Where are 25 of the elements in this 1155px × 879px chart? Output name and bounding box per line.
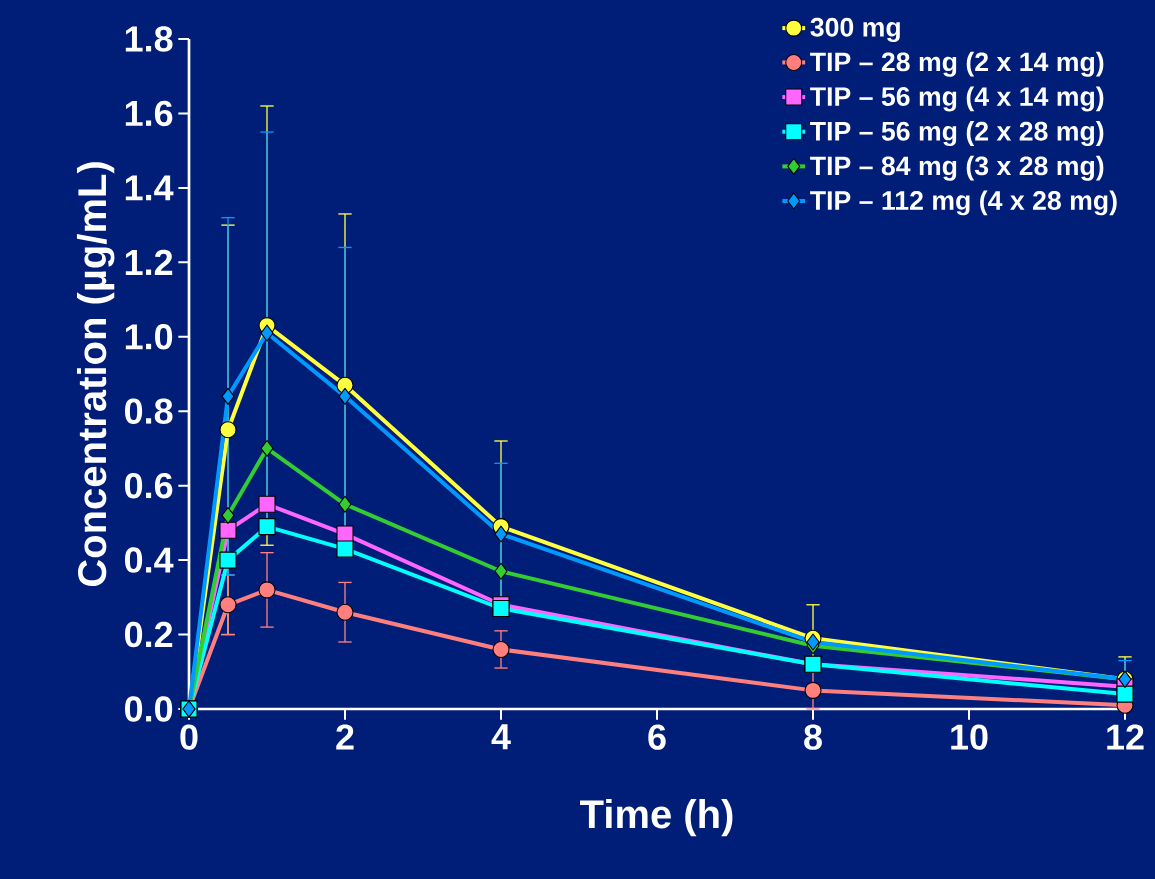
y-tick-label: 1.8 — [125, 26, 173, 52]
x-tick-label: 2 — [336, 724, 354, 750]
x-tick-label: 12 — [1107, 724, 1144, 750]
y-tick-label: 1.4 — [125, 175, 174, 201]
x-tick-label: 0 — [180, 724, 198, 750]
legend-label: TIP – 28 mg (2 x 14 mg) — [810, 51, 1104, 77]
legend-label: TIP – 56 mg (2 x 28 mg) — [810, 121, 1104, 147]
legend-label: TIP – 56 mg (4 x 14 mg) — [810, 86, 1104, 112]
y-tick-label: 0.2 — [125, 621, 173, 648]
y-tick-label: 0.6 — [125, 472, 173, 499]
x-tick-label: 10 — [951, 724, 988, 750]
x-tick-label: 6 — [648, 724, 666, 750]
y-tick-label: 1.0 — [125, 324, 173, 350]
legend-label: TIP – 112 mg (4 x 28 mg) — [810, 190, 1117, 216]
y-axis-title: Concentration (µg/mL) — [76, 162, 115, 587]
legend-label: 300 mg — [810, 17, 900, 43]
legend-label: TIP – 84 mg (3 x 28 mg) — [810, 155, 1104, 181]
x-tick-label: 4 — [491, 724, 511, 750]
y-tick-label: 1.6 — [125, 100, 173, 127]
x-axis-title: Time (h) — [580, 799, 733, 837]
x-tick-label: 8 — [804, 724, 822, 750]
y-tick-label: 0.4 — [125, 547, 174, 573]
y-tick-label: 0.0 — [125, 696, 173, 722]
y-tick-label: 0.8 — [125, 398, 173, 424]
y-tick-label: 1.2 — [125, 249, 173, 275]
